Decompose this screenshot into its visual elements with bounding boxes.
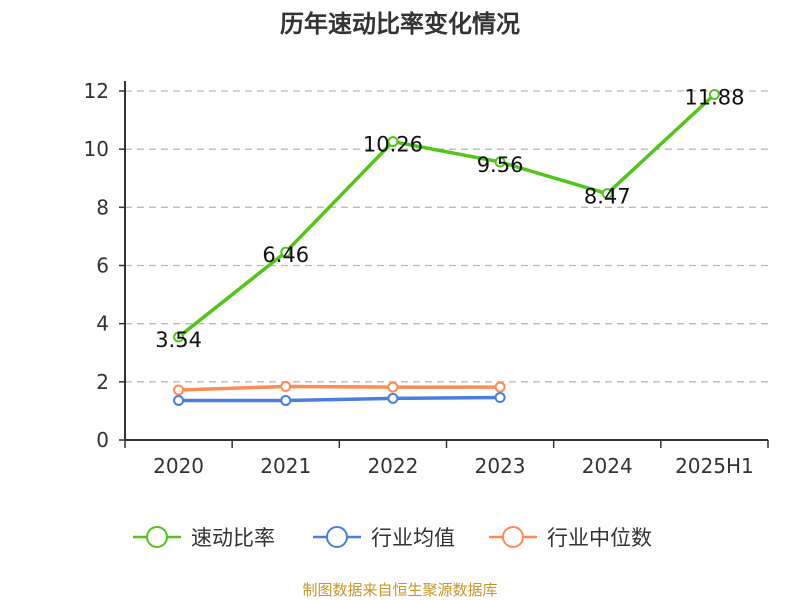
legend-label: 行业均值 [371,526,455,550]
source-note: 制图数据来自恒生聚源数据库 [302,581,497,599]
legend-label: 行业中位数 [547,526,652,550]
data-label: 3.54 [155,328,202,352]
series-line-2 [178,384,501,392]
data-point [494,381,506,393]
data-point [173,331,185,343]
x-tick-label: 2023 [475,454,526,478]
legend-marker [146,526,168,548]
data-label: 6.46 [262,243,309,267]
data-point [494,156,506,168]
data-label: 11.88 [684,85,744,109]
data-point [173,384,185,396]
legend-marker [326,526,348,548]
y-tick-label: 6 [96,254,109,278]
y-tick-label: 10 [84,137,109,161]
data-label: 10.26 [363,133,423,157]
series-line-0 [177,93,716,339]
data-point [387,136,399,148]
x-tick-label: 2025H1 [675,454,754,478]
data-label: 9.56 [477,153,524,177]
series-line-1 [178,395,501,403]
data-point [601,188,613,200]
data-point [387,381,399,393]
data-label: 8.47 [584,185,631,209]
y-tick-label: 4 [96,312,109,336]
chart-title: 历年速动比率变化情况 [280,10,520,38]
legend-marker [502,526,524,548]
data-point [708,88,720,100]
legend-label: 速动比率 [191,526,275,550]
data-point [494,392,506,404]
data-point [280,246,292,258]
data-point [387,392,399,404]
data-point [280,380,292,392]
data-point [173,394,185,406]
y-tick-label: 0 [96,428,109,452]
data-point [280,394,292,406]
x-tick-label: 2020 [153,454,204,478]
x-tick-label: 2021 [260,454,311,478]
y-tick-label: 2 [96,370,109,394]
x-tick-label: 2022 [367,454,418,478]
x-tick-label: 2024 [582,454,633,478]
y-tick-label: 12 [84,79,109,103]
y-tick-label: 8 [96,195,109,219]
